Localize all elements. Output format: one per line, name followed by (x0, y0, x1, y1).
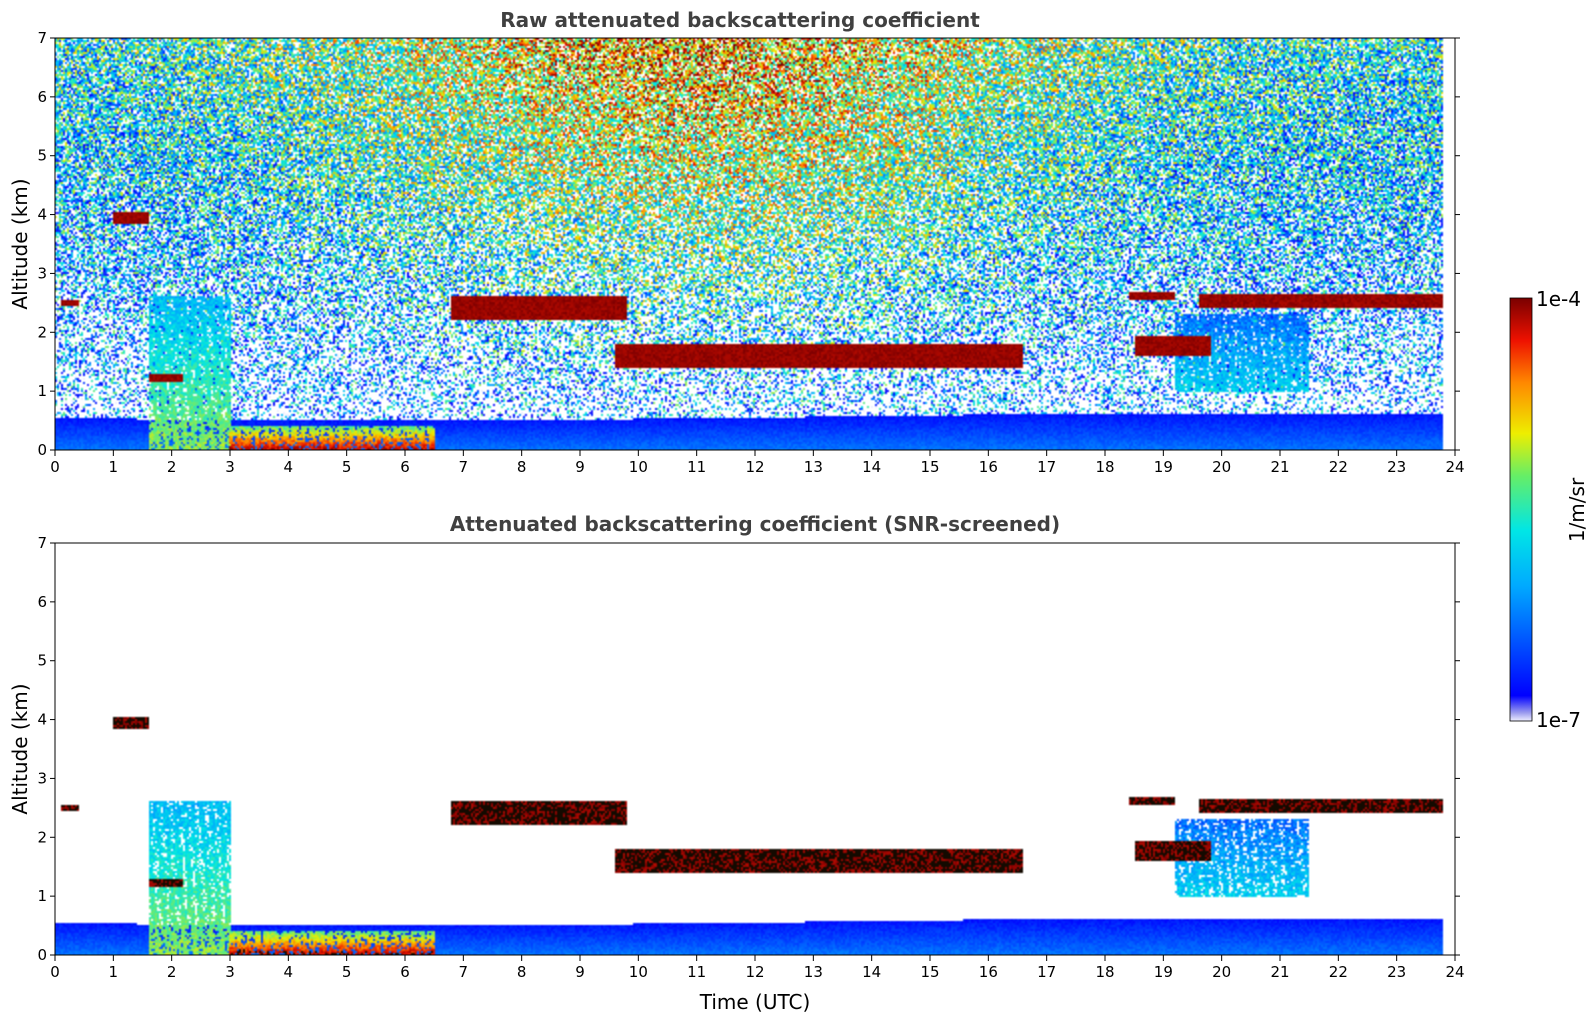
top-x-tick-label: 24 (1445, 458, 1464, 476)
bottom-x-tick-label: 1 (109, 963, 119, 981)
top-y-tick-label: 3 (37, 264, 47, 282)
top-x-tick-label: 23 (1387, 458, 1406, 476)
bottom-x-tick-label: 23 (1387, 963, 1406, 981)
bottom-y-tick-label: 5 (37, 652, 47, 670)
bottom-x-tick-label: 8 (517, 963, 527, 981)
top-y-axis: 0 1 2 3 4 5 6 7 (37, 29, 1460, 459)
bottom-y-axis: 0 1 2 3 4 5 6 7 (37, 534, 1460, 964)
top-x-tick-label: 21 (1270, 458, 1289, 476)
bottom-x-tick-label: 6 (400, 963, 410, 981)
top-x-tick-label: 17 (1037, 458, 1056, 476)
bottom-x-tick-label: 19 (1154, 963, 1173, 981)
top-y-tick-label: 4 (37, 206, 47, 224)
top-x-tick-label: 15 (920, 458, 939, 476)
top-x-tick-label: 4 (284, 458, 294, 476)
top-x-tick-label: 12 (745, 458, 764, 476)
top-y-tick-label: 1 (37, 382, 47, 400)
top-x-tick-label: 3 (225, 458, 235, 476)
bottom-x-tick-label: 17 (1037, 963, 1056, 981)
top-x-tick-label: 2 (167, 458, 177, 476)
bottom-x-axis: 0 1 2 3 4 5 6 7 8 9 10 11 12 13 14 15 16 17 18 19 20 21 22 23 24 (50, 955, 1465, 981)
top-y-tick-label: 6 (37, 88, 47, 106)
top-y-tick-label: 0 (37, 441, 47, 459)
top-x-tick-label: 18 (1095, 458, 1114, 476)
top-x-tick-label: 5 (342, 458, 352, 476)
bottom-x-tick-label: 21 (1270, 963, 1289, 981)
top-x-tick-label: 6 (400, 458, 410, 476)
top-x-tick-label: 22 (1329, 458, 1348, 476)
top-x-tick-label: 11 (687, 458, 706, 476)
bottom-y-tick-label: 6 (37, 593, 47, 611)
top-x-tick-label: 13 (804, 458, 823, 476)
top-x-tick-label: 0 (50, 458, 60, 476)
bottom-x-tick-label: 2 (167, 963, 177, 981)
colorbar: 1e-4 1e-7 1/m/sr (1509, 287, 1589, 732)
bottom-x-tick-label: 14 (862, 963, 881, 981)
top-x-tick-label: 8 (517, 458, 527, 476)
top-y-axis-label: Altitude (km) (8, 178, 32, 309)
bottom-x-tick-label: 11 (687, 963, 706, 981)
colorbar-unit-label: 1/m/sr (1565, 477, 1589, 542)
top-x-tick-label: 9 (575, 458, 585, 476)
bottom-y-tick-label: 3 (37, 769, 47, 787)
bottom-y-tick-label: 2 (37, 828, 47, 846)
top-x-tick-label: 1 (109, 458, 119, 476)
top-x-axis: 0 1 2 3 4 5 6 7 8 9 10 11 12 13 14 15 16 17 18 19 20 21 22 23 24 (50, 450, 1465, 476)
bottom-x-tick-label: 10 (629, 963, 648, 981)
top-y-tick-label: 2 (37, 323, 47, 341)
colorbar-min-label: 1e-7 (1536, 708, 1581, 732)
bottom-x-tick-label: 9 (575, 963, 585, 981)
bottom-x-tick-label: 0 (50, 963, 60, 981)
bottom-x-tick-label: 18 (1095, 963, 1114, 981)
bottom-y-tick-label: 1 (37, 887, 47, 905)
bottom-heatmap-image (55, 543, 1455, 955)
top-chart-title: Raw attenuated backscattering coefficien… (500, 8, 980, 32)
bottom-x-tick-label: 5 (342, 963, 352, 981)
bottom-x-tick-label: 12 (745, 963, 764, 981)
top-y-tick-label: 5 (37, 147, 47, 165)
top-x-tick-label: 7 (459, 458, 469, 476)
bottom-y-tick-label: 0 (37, 946, 47, 964)
top-heatmap-image (55, 38, 1455, 450)
top-x-tick-label: 16 (979, 458, 998, 476)
bottom-x-tick-label: 13 (804, 963, 823, 981)
bottom-y-tick-label: 7 (37, 534, 47, 552)
top-x-tick-label: 14 (862, 458, 881, 476)
bottom-y-tick-label: 4 (37, 711, 47, 729)
bottom-x-tick-label: 4 (284, 963, 294, 981)
bottom-x-tick-label: 3 (225, 963, 235, 981)
top-y-tick-label: 7 (37, 29, 47, 47)
bottom-x-tick-label: 16 (979, 963, 998, 981)
bottom-y-axis-label: Altitude (km) (8, 683, 32, 814)
bottom-x-tick-label: 22 (1329, 963, 1348, 981)
bottom-x-tick-label: 24 (1445, 963, 1464, 981)
bottom-panel: Attenuated backscattering coefficient (S… (8, 512, 1465, 1014)
top-panel: Raw attenuated backscattering coefficien… (8, 8, 1465, 476)
colorbar-gradient (1509, 297, 1533, 722)
top-x-tick-label: 10 (629, 458, 648, 476)
bottom-chart-title: Attenuated backscattering coefficient (S… (450, 512, 1060, 536)
top-x-tick-label: 19 (1154, 458, 1173, 476)
bottom-x-tick-label: 20 (1212, 963, 1231, 981)
top-x-tick-label: 20 (1212, 458, 1231, 476)
bottom-x-tick-label: 7 (459, 963, 469, 981)
bottom-x-tick-label: 15 (920, 963, 939, 981)
colorbar-max-label: 1e-4 (1536, 287, 1581, 311)
x-axis-label: Time (UTC) (699, 990, 811, 1014)
